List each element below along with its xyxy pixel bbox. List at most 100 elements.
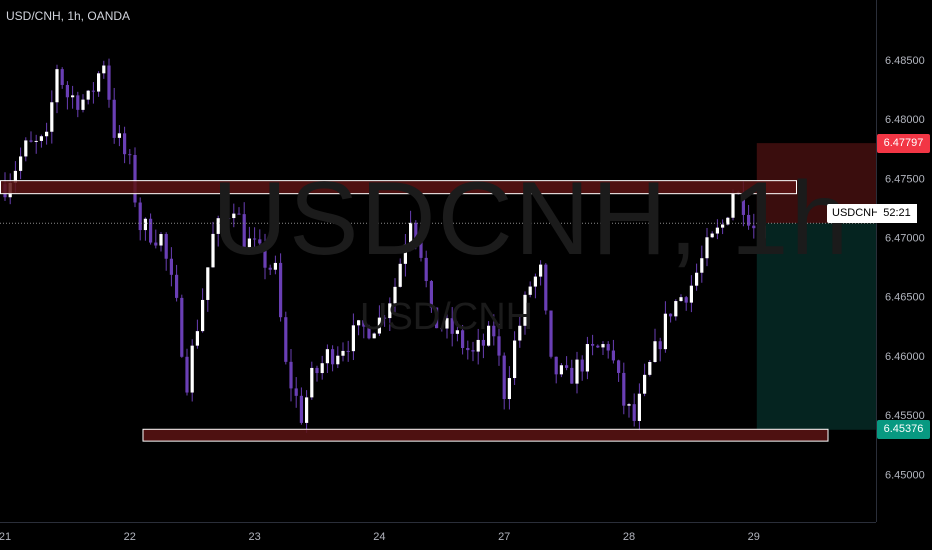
- bullish-candle: [320, 363, 324, 374]
- bearish-candle: [60, 69, 64, 85]
- bullish-candle: [377, 317, 381, 334]
- bearish-candle: [747, 214, 751, 226]
- bullish-candle: [700, 258, 704, 273]
- bullish-candle: [388, 303, 392, 319]
- bullish-candle: [601, 344, 605, 348]
- bullish-candle: [533, 276, 537, 287]
- bearish-candle: [591, 344, 595, 346]
- bearish-candle: [185, 356, 189, 393]
- bearish-candle: [258, 239, 262, 244]
- bullish-candle: [398, 263, 402, 287]
- bullish-candle: [476, 339, 480, 352]
- bearish-candle: [658, 341, 662, 350]
- bearish-candle: [284, 317, 288, 362]
- bearish-candle: [362, 320, 366, 327]
- bearish-candle: [175, 274, 179, 298]
- bullish-candle: [71, 95, 75, 98]
- bearish-candle: [253, 238, 257, 240]
- bearish-candle: [76, 95, 80, 110]
- price-tick-label: 6.46000: [885, 351, 925, 363]
- bearish-candle: [669, 313, 673, 317]
- bearish-candle: [580, 359, 584, 372]
- bullish-candle: [232, 213, 236, 219]
- bullish-candle: [351, 325, 355, 352]
- bearish-candle: [331, 349, 335, 365]
- bearish-candle: [617, 360, 621, 373]
- bullish-candle: [357, 320, 361, 326]
- bullish-candle: [190, 345, 194, 393]
- bullish-candle: [143, 218, 147, 231]
- bearish-candle: [461, 330, 465, 348]
- bullish-candle: [403, 244, 407, 264]
- axis-layer: 6.48500 6.48000 6.47500 6.47000 6.46500 6.460…: [0, 0, 925, 543]
- bullish-candle: [201, 299, 205, 332]
- bullish-candle: [507, 378, 511, 400]
- bullish-candle: [523, 294, 527, 326]
- candle-layer: [3, 58, 766, 433]
- bearish-candle: [440, 328, 444, 330]
- bearish-candle: [263, 243, 267, 268]
- bearish-candle: [606, 344, 610, 351]
- target-price-tag[interactable]: 6.45376: [877, 420, 930, 440]
- bullish-candle: [721, 224, 725, 228]
- time-tick-label: 21: [0, 531, 11, 543]
- bearish-candle: [492, 325, 496, 337]
- bullish-candle: [372, 333, 376, 339]
- bullish-candle: [211, 233, 215, 268]
- bullish-candle: [117, 133, 121, 138]
- supply-zone: [0, 180, 797, 195]
- bullish-candle: [19, 156, 23, 171]
- price-tick-label: 6.45500: [885, 410, 925, 422]
- bearish-candle: [65, 84, 69, 98]
- bearish-candle: [294, 388, 298, 396]
- bearish-candle: [429, 281, 433, 308]
- bullish-candle: [310, 367, 314, 398]
- bullish-candle: [689, 285, 693, 303]
- symbol-watermark: USDCNH, 1h: [212, 161, 851, 277]
- bullish-candle: [273, 262, 277, 270]
- bearish-candle: [450, 318, 454, 334]
- bearish-candle: [570, 367, 574, 384]
- bearish-candle: [481, 339, 485, 346]
- chart-title: USD/CNH, 1h, OANDA: [6, 9, 131, 23]
- bullish-candle: [216, 218, 220, 234]
- bullish-candle: [648, 361, 652, 375]
- bullish-candle: [336, 355, 340, 365]
- bullish-candle: [13, 170, 17, 183]
- bearish-candle: [419, 241, 423, 258]
- bullish-candle: [559, 365, 563, 375]
- bullish-candle: [653, 341, 657, 362]
- price-tick-label: 6.46500: [885, 292, 925, 304]
- bearish-candle: [684, 297, 688, 303]
- time-tick-label: 24: [373, 531, 385, 543]
- demand-zone: [142, 428, 829, 442]
- bearish-candle: [471, 350, 475, 352]
- bullish-candle: [679, 297, 683, 302]
- overlay-layer: [0, 180, 876, 442]
- bearish-candle: [279, 262, 283, 318]
- bullish-candle: [637, 393, 641, 421]
- bearish-candle: [367, 326, 371, 339]
- bearish-candle: [112, 99, 116, 138]
- bullish-candle: [695, 272, 699, 286]
- bearish-candle: [435, 307, 439, 329]
- bullish-candle: [731, 193, 735, 218]
- bullish-candle: [575, 359, 579, 384]
- bearish-candle: [180, 297, 184, 357]
- bullish-candle: [55, 69, 59, 103]
- stop-price-tag[interactable]: 6.47797: [877, 133, 930, 153]
- bearish-candle: [596, 345, 600, 348]
- time-tick-label: 28: [623, 531, 635, 543]
- bullish-candle: [195, 331, 199, 346]
- bearish-candle: [622, 372, 626, 406]
- bearish-candle: [554, 356, 558, 375]
- bullish-candle: [455, 330, 459, 334]
- price-tick-label: 6.48500: [885, 55, 925, 67]
- bearish-candle: [29, 140, 33, 142]
- bearish-candle: [91, 90, 95, 92]
- bullish-candle: [487, 325, 491, 346]
- bearish-candle: [154, 242, 158, 246]
- price-tick-label: 6.47500: [885, 173, 925, 185]
- bearish-candle: [227, 218, 231, 220]
